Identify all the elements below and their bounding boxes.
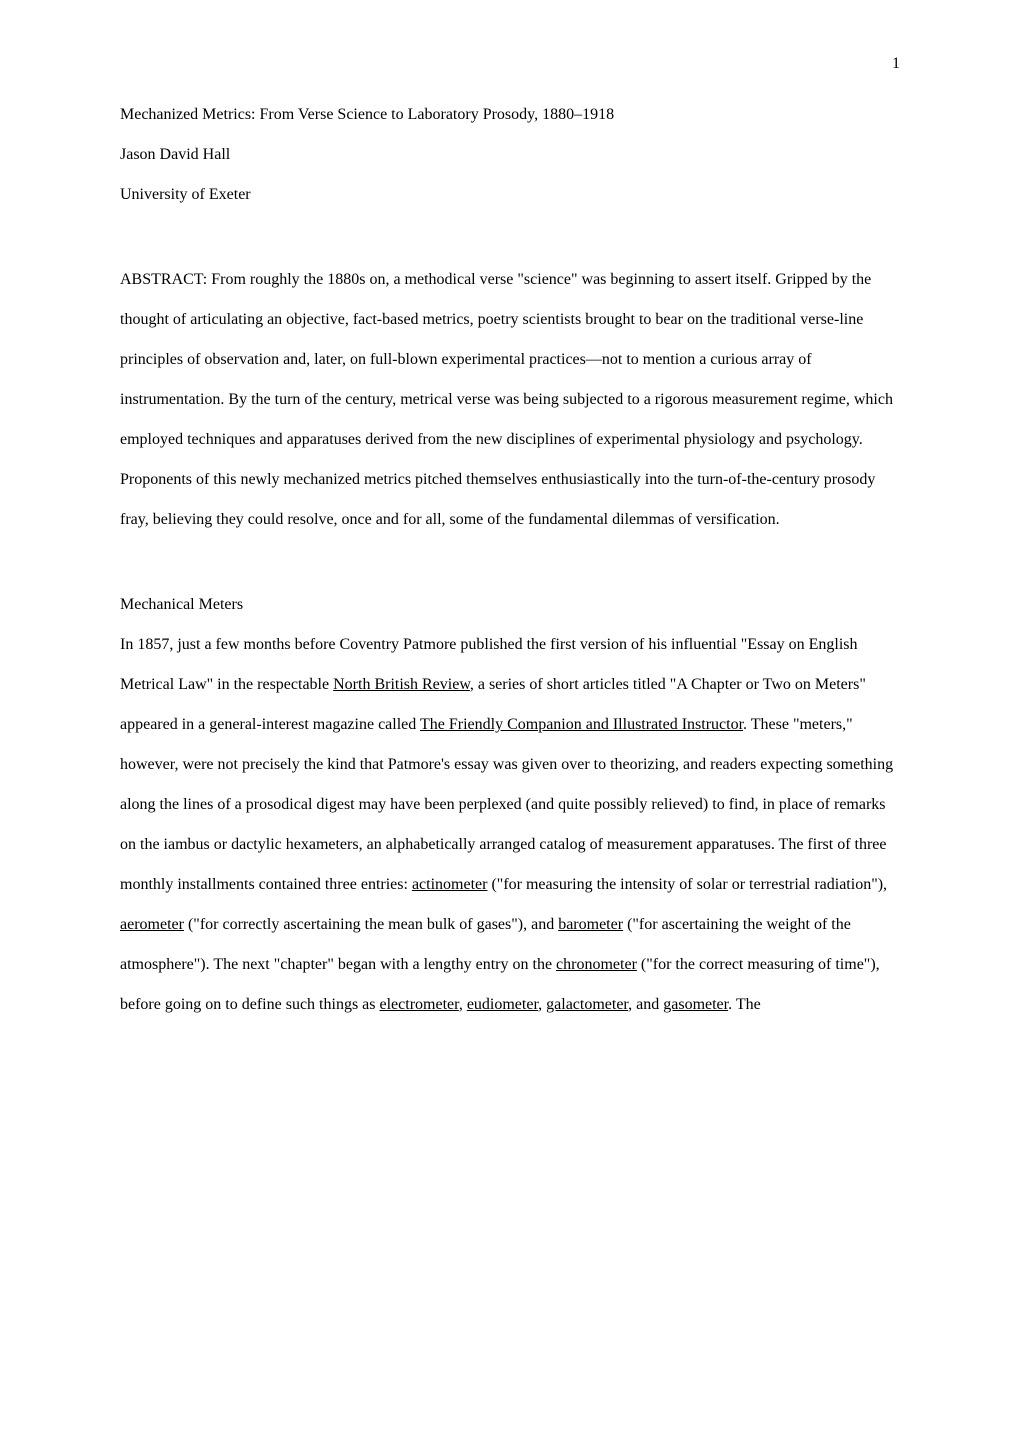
underlined-term: electrometer	[380, 996, 459, 1013]
body-text-run: ("for correctly ascertaining the mean bu…	[184, 916, 558, 933]
underlined-term: North British Review	[333, 676, 470, 693]
underlined-term: actinometer	[412, 876, 488, 893]
body-text-run: , and	[628, 996, 663, 1013]
body-text-run: . The	[728, 996, 761, 1013]
abstract-label: ABSTRACT:	[120, 271, 211, 288]
paper-title: Mechanized Metrics: From Verse Science t…	[120, 95, 900, 135]
body-text-run: ,	[459, 996, 467, 1013]
underlined-term: barometer	[558, 916, 623, 933]
header-block: Mechanized Metrics: From Verse Science t…	[120, 95, 900, 215]
underlined-term: The Friendly Companion and Illustrated I…	[420, 716, 743, 733]
body-text-run: . These "meters," however, were not prec…	[120, 716, 893, 893]
abstract-paragraph: ABSTRACT: From roughly the 1880s on, a m…	[120, 260, 900, 540]
underlined-term: chronometer	[556, 956, 637, 973]
author-affiliation: University of Exeter	[120, 175, 900, 215]
section-heading: Mechanical Meters	[120, 585, 900, 625]
body-text-run: ("for measuring the intensity of solar o…	[487, 876, 887, 893]
page-number: 1	[892, 55, 900, 73]
abstract-block: ABSTRACT: From roughly the 1880s on, a m…	[120, 260, 900, 540]
abstract-text: From roughly the 1880s on, a methodical …	[120, 271, 893, 528]
author-name: Jason David Hall	[120, 135, 900, 175]
underlined-term: aerometer	[120, 916, 184, 933]
underlined-term: gasometer	[663, 996, 728, 1013]
body-paragraph: In 1857, just a few months before Covent…	[120, 625, 900, 1025]
underlined-term: galactometer	[546, 996, 628, 1013]
section-block: Mechanical Meters In 1857, just a few mo…	[120, 585, 900, 1025]
underlined-term: eudiometer	[467, 996, 538, 1013]
body-text-run: ,	[538, 996, 546, 1013]
